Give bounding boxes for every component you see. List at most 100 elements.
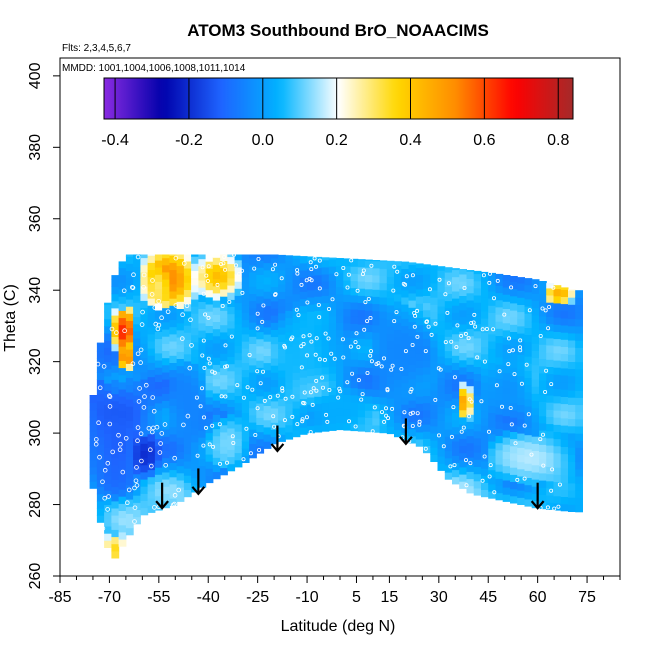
sample-point <box>346 419 351 424</box>
sample-point <box>280 386 285 391</box>
heatmap-cell <box>328 294 337 303</box>
heatmap-cell <box>140 257 149 266</box>
heatmap-cell <box>191 377 199 386</box>
heatmap-cell <box>473 480 482 489</box>
sample-point <box>549 488 554 493</box>
heatmap-cell <box>205 268 214 276</box>
heatmap-cell <box>169 405 178 413</box>
heatmap-cell <box>531 493 540 501</box>
heatmap-cell <box>227 349 236 357</box>
heatmap-cell <box>104 440 112 448</box>
heatmap-cell <box>408 271 417 280</box>
heatmap-cell <box>292 372 301 380</box>
heatmap-cell <box>118 424 127 433</box>
sample-point <box>237 271 242 276</box>
heatmap-cell <box>118 503 127 511</box>
heatmap-cell <box>118 431 127 440</box>
x-tick-label: -40 <box>197 589 220 606</box>
heatmap-cell <box>415 431 424 440</box>
heatmap-cell <box>241 355 250 363</box>
heatmap-cell <box>539 380 547 388</box>
sample-point <box>102 495 107 501</box>
heatmap-cell <box>278 427 286 435</box>
heatmap-cell <box>575 454 583 463</box>
heatmap-cell <box>176 394 185 402</box>
heatmap-cell <box>394 322 402 331</box>
heatmap-cell <box>452 333 460 342</box>
sample-point <box>491 327 496 332</box>
sample-point <box>121 288 127 294</box>
heatmap-cell <box>510 352 518 361</box>
heatmap-cell <box>394 365 402 373</box>
heatmap-cell <box>328 380 337 388</box>
heatmap-cell <box>249 379 257 387</box>
heatmap-cell <box>444 386 453 394</box>
heatmap-cell <box>278 419 286 428</box>
heatmap-cell <box>495 314 504 322</box>
heatmap-cell <box>147 290 156 299</box>
heatmap-cell <box>154 402 163 411</box>
heatmap-cell <box>517 340 525 348</box>
heatmap-cell <box>154 495 163 504</box>
heatmap-cell <box>249 443 257 452</box>
heatmap-cell <box>466 485 475 494</box>
heatmap-cell <box>394 261 402 266</box>
heatmap-cell <box>568 290 576 298</box>
heatmap-cell <box>292 358 301 366</box>
x-tick-label: -70 <box>98 589 121 606</box>
heatmap-cell <box>553 481 562 490</box>
heatmap-cell <box>104 340 112 348</box>
heatmap-cell <box>263 369 272 378</box>
sample-point <box>359 397 364 402</box>
heatmap-cell <box>415 310 424 319</box>
heatmap-cell <box>314 289 323 297</box>
heatmap-cell <box>430 382 439 391</box>
heatmap-cell <box>299 262 308 271</box>
heatmap-cell <box>111 379 120 387</box>
heatmap-cell <box>459 459 467 468</box>
heatmap-cell <box>531 414 540 423</box>
sample-point <box>379 410 384 415</box>
heatmap-cell <box>285 367 294 376</box>
heatmap-cell <box>125 349 134 357</box>
heatmap-cell <box>198 315 207 324</box>
heatmap-cell <box>147 376 156 385</box>
heatmap-cell <box>560 382 569 390</box>
heatmap-cell <box>183 310 192 319</box>
heatmap-cell <box>198 458 207 467</box>
heatmap-cell <box>176 415 185 424</box>
sample-point <box>313 352 318 357</box>
heatmap-cell <box>263 298 272 306</box>
heatmap-cell <box>270 400 279 409</box>
heatmap-cell <box>191 327 199 336</box>
heatmap-cell <box>227 356 236 365</box>
heatmap-cell <box>531 300 540 309</box>
heatmap-cell <box>111 279 120 287</box>
heatmap-cell <box>401 261 410 269</box>
sample-point <box>270 267 275 272</box>
heatmap-cell <box>430 432 439 441</box>
heatmap-cell <box>147 255 156 263</box>
heatmap-cell <box>473 380 482 389</box>
heatmap-cell <box>444 436 453 444</box>
heatmap-cell <box>212 314 221 322</box>
sample-point <box>452 463 457 468</box>
heatmap-cell <box>466 321 475 329</box>
sample-point <box>207 442 212 447</box>
colorbar <box>103 77 574 120</box>
heatmap-cell <box>125 484 134 493</box>
heatmap-cell <box>133 452 141 460</box>
heatmap-cell <box>118 289 127 297</box>
heatmap-cell <box>321 366 330 375</box>
heatmap-cell <box>539 451 547 460</box>
heatmap-cell <box>147 419 156 428</box>
heatmap-cell <box>169 469 178 478</box>
heatmap-cell <box>162 457 170 466</box>
heatmap-cell <box>198 272 207 281</box>
heatmap-cell <box>89 395 98 404</box>
heatmap-cell <box>386 397 395 406</box>
heatmap-cell <box>553 360 562 368</box>
heatmap-cell <box>517 454 525 463</box>
heatmap-cell <box>118 403 127 411</box>
sample-point <box>360 392 365 397</box>
